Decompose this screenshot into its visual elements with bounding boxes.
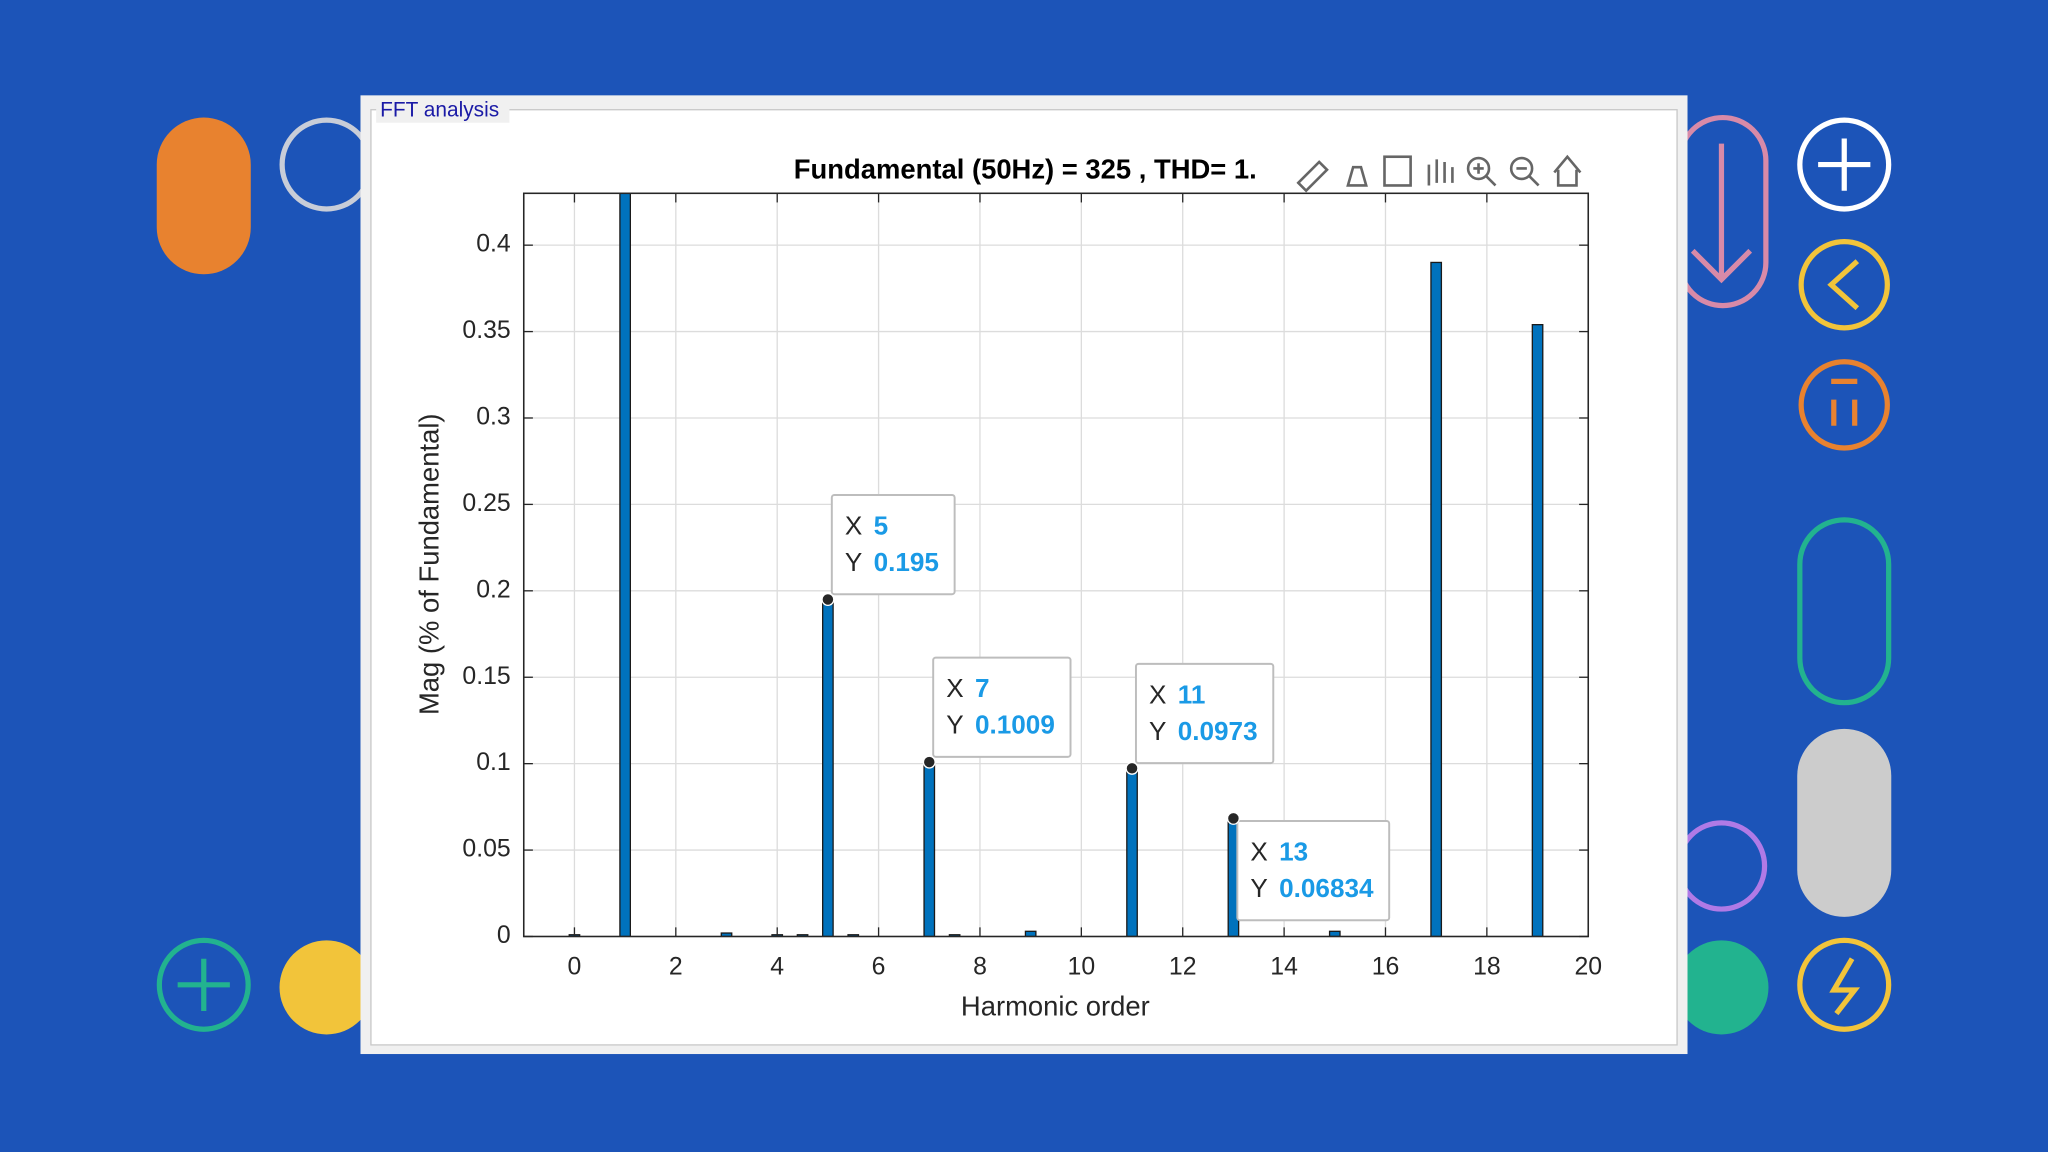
datatip-point — [922, 755, 936, 769]
bar — [1126, 767, 1138, 937]
deco-pill — [1797, 517, 1892, 706]
datatip: X 13 Y 0.06834 — [1226, 811, 1391, 922]
datatip-x-value: 11 — [1178, 679, 1206, 709]
panel-title-bg — [376, 96, 510, 123]
plot-frame — [522, 192, 1590, 938]
deco-arrow-mark — [1690, 143, 1753, 284]
deco-pill — [156, 117, 251, 275]
datatip-x-label: X — [946, 673, 963, 703]
datatip-y-label: Y — [1250, 873, 1267, 903]
overlay: 0 0.05 0.1 0.15 0.2 0.25 0.3 0.35 0.4 0 2 4 6 8 10 12 14… — [462, 193, 1602, 980]
datatip-x-value: 5 — [874, 511, 889, 541]
tool-clean[interactable] — [1346, 165, 1368, 187]
y-tick-label: 0.15 — [462, 663, 510, 690]
deco-plus — [156, 937, 251, 1032]
x-tick-label: 4 — [770, 953, 784, 980]
datatip-box — [1236, 820, 1391, 922]
x-tick-label: 2 — [669, 953, 683, 980]
deco-pause-mark — [1831, 378, 1858, 426]
y-tick-label: 0.35 — [462, 317, 510, 344]
datatip-y-label: Y — [1149, 716, 1166, 746]
tool-pan[interactable] — [1427, 159, 1454, 186]
datatip: X 5Y 0.195 — [821, 493, 956, 606]
datatip-y-label: Y — [845, 547, 862, 577]
datatip-box — [1134, 662, 1275, 765]
y-axis-label: Mag (% of Fundamental) — [413, 413, 444, 715]
deco-pill — [1797, 728, 1892, 917]
deco-back — [1798, 239, 1890, 331]
bar — [948, 934, 961, 937]
datatip-point — [1125, 761, 1139, 775]
bar — [923, 761, 936, 937]
tool-zoom-out-mark — [1516, 167, 1540, 187]
y-tick-label: 0.1 — [476, 749, 510, 776]
x-tick-label: 8 — [973, 953, 987, 980]
y-tick-label: 0 — [497, 922, 511, 949]
deco-dot — [1674, 940, 1769, 1035]
chart-title: Fundamental (50Hz) = 325 , THD= 1. — [794, 153, 1257, 184]
deco-dot — [279, 940, 374, 1035]
bar — [619, 193, 632, 937]
datatip-x-value: 7 — [975, 673, 990, 703]
x-tick-label: 10 — [1068, 953, 1096, 980]
y-tick-label: 0.2 — [476, 576, 510, 603]
bars — [568, 193, 1544, 937]
y-tick-label: 0.25 — [462, 490, 510, 517]
datatip-x-label: X — [845, 511, 862, 541]
datatip-y-value: 0.195 — [874, 547, 939, 577]
deco-bolt — [1797, 937, 1892, 1032]
deco-circle — [279, 117, 374, 212]
tool-zoom-in[interactable] — [1466, 156, 1491, 181]
y-tick-label: 0.05 — [462, 836, 510, 863]
datatip-point — [1226, 811, 1240, 825]
x-tick-label: 0 — [568, 953, 582, 980]
deco-plus-mark — [177, 958, 230, 1011]
y-tick-label: 0.4 — [476, 231, 511, 258]
datatip-box — [932, 656, 1072, 758]
datatip: X 11 Y 0.0973 — [1125, 662, 1275, 775]
x-tick-label: 14 — [1270, 953, 1298, 980]
x-axis-label: Harmonic order — [961, 991, 1150, 1022]
toolbar — [1296, 154, 1582, 193]
x-tick-label: 18 — [1473, 953, 1501, 980]
deco-plus — [1797, 117, 1892, 212]
x-tick-label: 16 — [1372, 953, 1400, 980]
panel-title: FFT analysis — [380, 99, 499, 122]
datatip-box — [830, 493, 956, 596]
bar — [720, 932, 733, 937]
deco-circle — [1675, 820, 1768, 912]
bar — [1531, 324, 1544, 937]
tool-brush[interactable] — [1296, 160, 1329, 193]
datatip-y-value: 0.0973 — [1178, 716, 1258, 746]
deco-bolt-mark — [1829, 957, 1861, 1016]
datatip-y-label: Y — [946, 710, 963, 740]
datatip-x-label: X — [1250, 837, 1267, 867]
y-tick-label: 0.3 — [476, 404, 510, 431]
x-tick-label: 6 — [872, 953, 886, 980]
tool-home[interactable] — [1553, 154, 1582, 187]
bar — [847, 934, 860, 937]
bar — [822, 598, 834, 937]
tool-legend[interactable] — [1383, 155, 1412, 187]
datatip-y-value: 0.1009 — [975, 710, 1055, 740]
deco-plus-mark — [1818, 138, 1871, 191]
plot-area — [523, 193, 1589, 937]
deco-back-mark — [1827, 259, 1860, 311]
bar — [796, 934, 809, 937]
x-tick-label: 20 — [1574, 953, 1602, 980]
datatip-y-value: 0.06834 — [1279, 873, 1374, 903]
deco-pause — [1798, 359, 1890, 451]
tool-zoom-out[interactable] — [1509, 156, 1534, 181]
x-tick-label: 12 — [1169, 953, 1197, 980]
datatip-point — [821, 592, 835, 606]
datatip-x-label: X — [1149, 679, 1166, 709]
datatip-x-value: 13 — [1279, 837, 1308, 867]
tool-zoom-in-mark — [1473, 163, 1497, 187]
bar — [1430, 261, 1443, 937]
datatip: X 7Y 0.1009 — [922, 656, 1072, 769]
